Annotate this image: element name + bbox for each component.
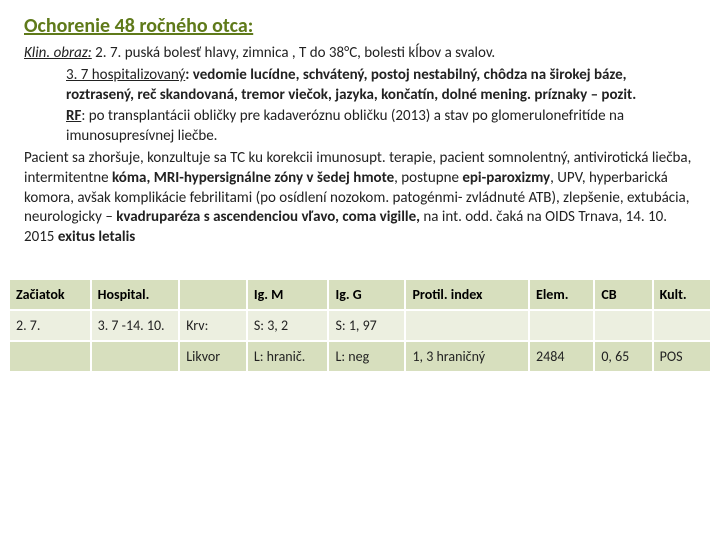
table-cell: 2484	[529, 341, 594, 372]
p4d: epi-paroxizmy	[462, 169, 550, 187]
table-header-cell: Ig. M	[247, 279, 329, 310]
table-cell: L: hranič.	[247, 341, 329, 372]
table-header-row: ZačiatokHospital. Ig. MIg. GProtil. index…	[9, 279, 711, 310]
table-header-cell	[179, 279, 247, 310]
slide-title: Ochorenie 48 ročného otca:	[24, 14, 696, 38]
p4b: kóma, MRI-hypersignálne zóny v šedej hmo…	[112, 169, 394, 187]
table-body: 2. 7.3. 7 -14. 10.Krv:S: 3, 2S: 1, 97Lik…	[9, 310, 711, 372]
table-cell: 2. 7.	[9, 310, 91, 341]
table-row: LikvorL: hranič.L: neg1, 3 hraničný24840…	[9, 341, 711, 372]
p4f: kvadruparéza s ascendenciou vľavo, coma …	[116, 208, 420, 226]
table-cell: POS	[653, 341, 711, 372]
p1: 2. 7. puská bolesť hlavy, zimnica , T do…	[92, 44, 495, 62]
p4c: , postupne	[394, 169, 462, 187]
table-header-cell: Začiatok	[9, 279, 91, 310]
p3b: : po transplantácii obličky pre kadaveró…	[66, 107, 624, 145]
table-cell: S: 3, 2	[247, 310, 329, 341]
table-cell	[405, 310, 529, 341]
table-header-cell: Hospital.	[91, 279, 180, 310]
klin-label: Klin. obraz:	[24, 44, 92, 62]
p4h: exitus letalis	[58, 228, 135, 246]
table-header-cell: Protil. index	[405, 279, 529, 310]
table-cell: L: neg	[328, 341, 405, 372]
table-header-cell: Ig. G	[328, 279, 405, 310]
p2a: 3. 7 hospitalizovaný	[66, 66, 185, 84]
data-table: ZačiatokHospital. Ig. MIg. GProtil. index…	[8, 278, 712, 373]
table-cell: Likvor	[179, 341, 247, 372]
body-text: Klin. obraz: 2. 7. puská bolesť hlavy, z…	[24, 44, 696, 248]
table-cell: S: 1, 97	[328, 310, 405, 341]
table-cell	[9, 341, 91, 372]
table-header-cell: CB	[594, 279, 652, 310]
table-cell	[91, 341, 180, 372]
table-cell: 1, 3 hraničný	[405, 341, 529, 372]
table-row: 2. 7.3. 7 -14. 10.Krv:S: 3, 2S: 1, 97	[9, 310, 711, 341]
table-cell: Krv:	[179, 310, 247, 341]
table-cell	[529, 310, 594, 341]
table-header-cell: Kult.	[653, 279, 711, 310]
p3a: RF	[66, 107, 81, 125]
table-cell: 0, 65	[594, 341, 652, 372]
table-header-cell: Elem.	[529, 279, 594, 310]
table-cell: 3. 7 -14. 10.	[91, 310, 180, 341]
table-cell	[653, 310, 711, 341]
table-cell	[594, 310, 652, 341]
